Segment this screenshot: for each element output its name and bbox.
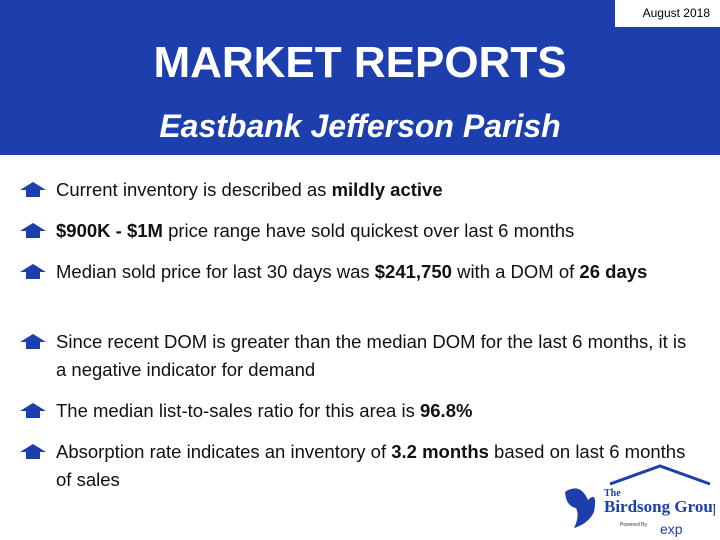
text: Absorption rate indicates an inventory o… [56, 441, 392, 462]
bullet-icon [20, 403, 46, 418]
bullet: The median list-to-sales ratio for this … [56, 397, 696, 425]
bullet-icon [20, 264, 46, 279]
date: August 2018 [642, 6, 710, 20]
logo-brand: exp [660, 521, 683, 537]
text: price range have sold quickest over last… [162, 220, 575, 241]
text: with a DOM of [451, 261, 580, 282]
bullet-arrow [20, 403, 46, 418]
logo-roof [609, 464, 711, 486]
logo-name: Birdsong Group [604, 497, 715, 516]
bullet: Current inventory is described as mildly… [56, 176, 696, 204]
bullet-arrow [20, 223, 46, 238]
bold-text: mildly active [331, 179, 443, 200]
bullet-icon [20, 182, 46, 197]
logo-powered: Powered By [620, 522, 647, 528]
bullet-arrow [20, 444, 46, 459]
logo-the: The [604, 488, 621, 499]
bold-text: 3.2 months [391, 441, 489, 462]
logo-bird [565, 488, 596, 528]
bold-text: 96.8% [419, 400, 473, 421]
text: Median sold price for last 30 days was [56, 261, 375, 282]
text: based on last 6 months of sales [56, 441, 686, 490]
bullet: Since recent DOM is greater than the med… [56, 328, 696, 384]
bullet-icon [20, 334, 46, 349]
bullet-arrow [20, 182, 46, 197]
text: Current inventory is described as [56, 179, 332, 200]
bullet-arrow [20, 334, 46, 349]
header-band [0, 0, 720, 155]
bullet-icon [20, 223, 46, 238]
subtitle: Eastbank Jefferson Parish [159, 108, 561, 144]
bullet: Median sold price for last 30 days was $… [56, 258, 696, 286]
bold-text: $900K - $1M [56, 220, 163, 241]
bold-text: $241,750 [374, 261, 452, 282]
bullet-arrow [20, 264, 46, 279]
bullet: Absorption rate indicates an inventory o… [56, 438, 696, 494]
logo: The Birdsong Group Powered By exp [565, 464, 715, 537]
bullet-icon [20, 444, 46, 459]
bold-text: 26 days [579, 261, 648, 282]
bullet: $900K - $1M price range have sold quicke… [56, 217, 696, 245]
text: Since recent DOM is greater than the med… [56, 331, 687, 380]
text: The median list-to-sales ratio for this … [56, 400, 420, 421]
title: MARKET REPORTS [153, 38, 567, 87]
date-box: August 2018 [615, 0, 720, 27]
